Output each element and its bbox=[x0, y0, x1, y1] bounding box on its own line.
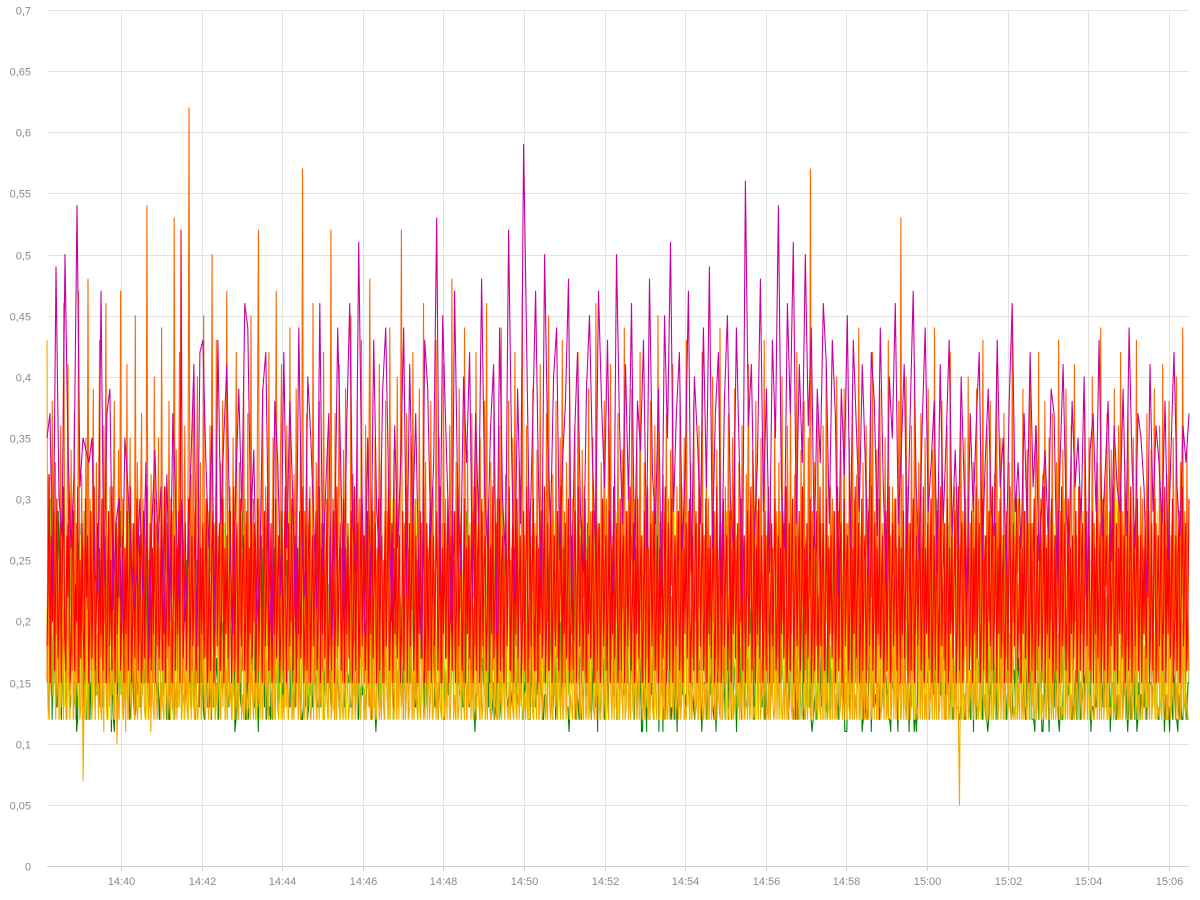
y-tick-label: 0,3 bbox=[16, 495, 31, 507]
x-tick-label: 15:00 bbox=[914, 876, 942, 888]
x-tick-label: 14:58 bbox=[833, 876, 861, 888]
y-tick-label: 0,25 bbox=[10, 556, 31, 568]
x-tick-label: 15:04 bbox=[1075, 876, 1103, 888]
series-line-6 bbox=[46, 229, 1190, 684]
x-tick-label: 15:02 bbox=[995, 876, 1023, 888]
series-line-7 bbox=[46, 143, 1190, 659]
y-tick-label: 0,35 bbox=[10, 434, 31, 446]
series-line-5 bbox=[46, 107, 1190, 696]
y-tick-label: 0 bbox=[25, 862, 31, 874]
y-tick-label: 0,05 bbox=[10, 801, 31, 813]
x-tick-label: 15:06 bbox=[1156, 876, 1184, 888]
x-tick-label: 14:44 bbox=[269, 876, 297, 888]
x-tick-label: 14:54 bbox=[672, 876, 700, 888]
y-tick-label: 0,4 bbox=[16, 373, 31, 385]
y-tick-label: 0,65 bbox=[10, 67, 31, 79]
x-tick-label: 14:52 bbox=[592, 876, 620, 888]
x-tick-label: 14:56 bbox=[753, 876, 781, 888]
x-tick-label: 14:46 bbox=[350, 876, 378, 888]
y-tick-label: 0,15 bbox=[10, 679, 31, 691]
series-lines bbox=[46, 107, 1190, 806]
x-tick-label: 14:50 bbox=[511, 876, 539, 888]
y-tick-label: 0,2 bbox=[16, 617, 31, 629]
y-tick-label: 0,1 bbox=[16, 740, 31, 752]
y-tick-label: 0,45 bbox=[10, 312, 31, 324]
y-tick-label: 0,55 bbox=[10, 189, 31, 201]
x-tick-label: 14:40 bbox=[108, 876, 136, 888]
axes: 0 0,05 0,1 0,15 0,2 0,25 0,3 0,35 0,4 0,45 0,5 0,55… bbox=[10, 6, 1189, 888]
y-tick-label: 0,7 bbox=[16, 6, 31, 18]
x-tick-label: 14:42 bbox=[189, 876, 217, 888]
y-tick-label: 0,6 bbox=[16, 128, 31, 140]
x-tick-label: 14:48 bbox=[430, 876, 458, 888]
y-tick-label: 0,5 bbox=[16, 251, 31, 263]
